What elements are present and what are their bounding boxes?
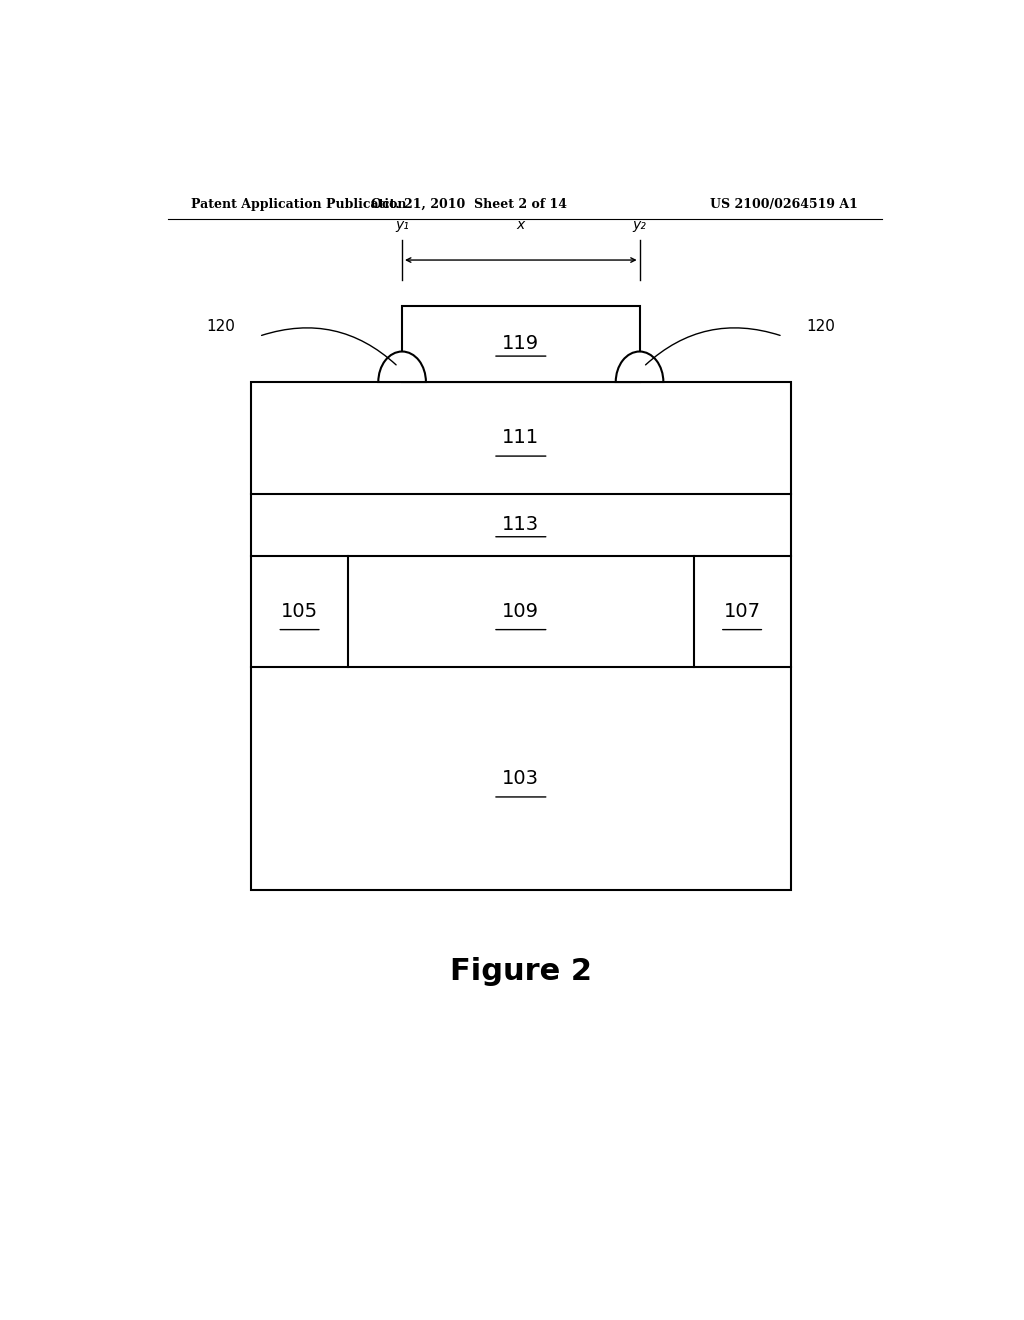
Text: y₂: y₂ — [633, 218, 646, 231]
Text: Patent Application Publication: Patent Application Publication — [191, 198, 407, 211]
Bar — [251, 381, 791, 890]
Text: Figure 2: Figure 2 — [450, 957, 592, 986]
Bar — [402, 306, 640, 381]
Text: y₁: y₁ — [395, 218, 409, 231]
Text: 109: 109 — [503, 602, 540, 620]
Text: 120: 120 — [807, 318, 836, 334]
Text: 111: 111 — [502, 428, 540, 447]
Text: 119: 119 — [502, 334, 540, 354]
Text: 107: 107 — [724, 602, 761, 620]
Text: 103: 103 — [503, 770, 540, 788]
Wedge shape — [378, 351, 426, 381]
Wedge shape — [615, 351, 664, 381]
Text: 105: 105 — [281, 602, 318, 620]
Text: x: x — [517, 218, 525, 231]
Text: 120: 120 — [206, 318, 236, 334]
Text: US 2100/0264519 A1: US 2100/0264519 A1 — [711, 198, 858, 211]
Text: 113: 113 — [502, 515, 540, 535]
Text: Oct. 21, 2010  Sheet 2 of 14: Oct. 21, 2010 Sheet 2 of 14 — [372, 198, 567, 211]
